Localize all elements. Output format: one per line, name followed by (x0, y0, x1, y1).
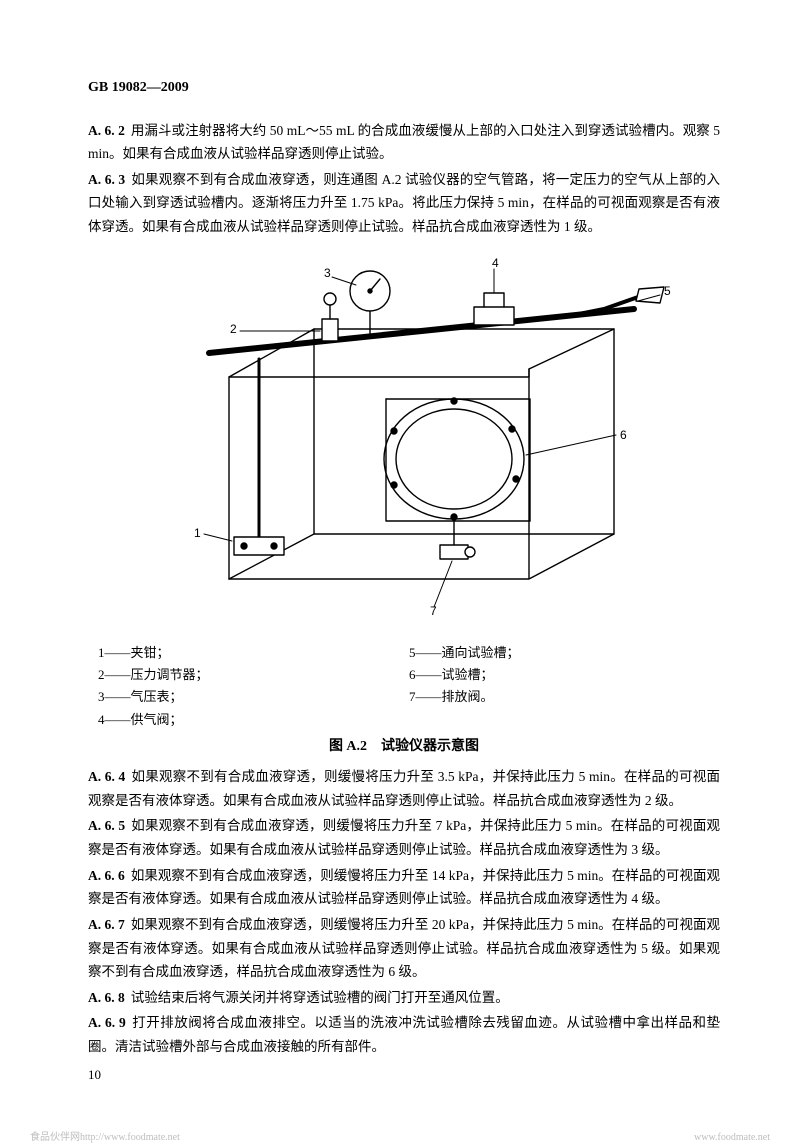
document-id: GB 19082—2009 (88, 76, 720, 101)
clause-a66: A. 6. 6如果观察不到有合成血液穿透，则缓慢将压力升至 14 kPa，并保持… (88, 864, 720, 911)
clause-a65: A. 6. 5如果观察不到有合成血液穿透，则缓慢将压力升至 7 kPa，并保持此… (88, 814, 720, 861)
legend-item: 4——供气阀； (98, 709, 409, 731)
page-number: 10 (88, 1064, 101, 1087)
legend-item: 5——通向试验槽； (409, 642, 720, 664)
apparatus-diagram-svg: 1 2 3 4 5 6 7 (134, 249, 674, 629)
figure-a2: 1 2 3 4 5 6 7 (88, 249, 720, 637)
clause-text: 用漏斗或注射器将大约 50 mL～55 mL 的合成血液缓慢从上部的入口处注入到… (88, 123, 720, 162)
clause-a63: A. 6. 3如果观察不到有合成血液穿透，则连通图 A.2 试验仪器的空气管路，… (88, 168, 720, 239)
clause-num: A. 6. 3 (88, 172, 125, 187)
legend-item: 1——夹钳； (98, 642, 409, 664)
legend-col-right: 5——通向试验槽； 6——试验槽； 7——排放阀。 (409, 642, 720, 730)
legend-col-left: 1——夹钳； 2——压力调节器； 3——气压表； 4——供气阀； (98, 642, 409, 730)
callout-3: 3 (324, 266, 331, 280)
callout-7: 7 (430, 604, 437, 618)
callout-4: 4 (492, 256, 499, 270)
clause-a67: A. 6. 7如果观察不到有合成血液穿透，则缓慢将压力升至 20 kPa，并保持… (88, 913, 720, 984)
legend-item: 7——排放阀。 (409, 686, 720, 708)
clause-a68: A. 6. 8试验结束后将气源关闭并将穿透试验槽的阀门打开至通风位置。 (88, 986, 720, 1010)
legend-item: 6——试验槽； (409, 664, 720, 686)
clause-text: 如果观察不到有合成血液穿透，则连通图 A.2 试验仪器的空气管路，将一定压力的空… (88, 172, 720, 234)
footer-left: 食品伙伴网http://www.foodmate.net (30, 1129, 180, 1147)
callout-1: 1 (194, 526, 201, 540)
callout-6: 6 (620, 428, 627, 442)
footer-right: www.foodmate.net (694, 1129, 770, 1147)
clause-a64: A. 6. 4如果观察不到有合成血液穿透，则缓慢将压力升至 3.5 kPa，并保… (88, 765, 720, 812)
clause-a69: A. 6. 9打开排放阀将合成血液排空。以适当的洗液冲洗试验槽除去残留血迹。从试… (88, 1011, 720, 1058)
figure-legend: 1——夹钳； 2——压力调节器； 3——气压表； 4——供气阀； 5——通向试验… (98, 642, 720, 730)
clause-num: A. 6. 2 (88, 123, 125, 138)
figure-caption: 图 A.2 试验仪器示意图 (88, 735, 720, 760)
callout-5: 5 (664, 284, 671, 298)
legend-item: 3——气压表； (98, 686, 409, 708)
callout-2: 2 (230, 322, 237, 336)
clause-a62: A. 6. 2用漏斗或注射器将大约 50 mL～55 mL 的合成血液缓慢从上部… (88, 119, 720, 166)
page: GB 19082—2009 A. 6. 2用漏斗或注射器将大约 50 mL～55… (0, 0, 800, 1133)
legend-item: 2——压力调节器； (98, 664, 409, 686)
